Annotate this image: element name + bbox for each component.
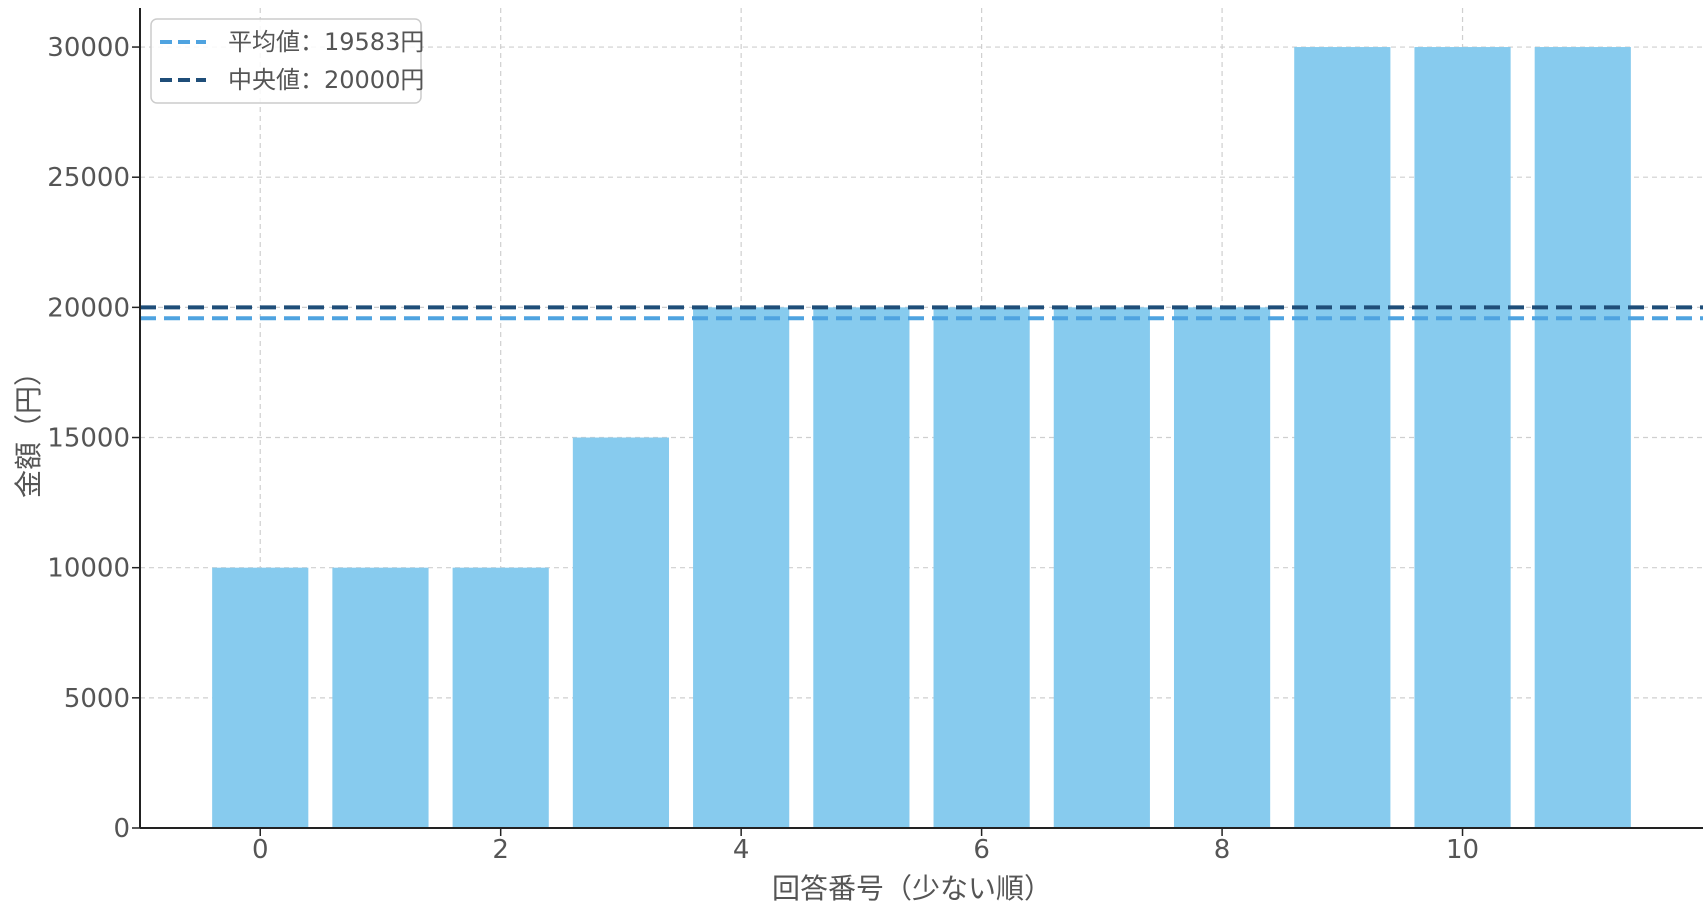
bar bbox=[933, 307, 1030, 828]
x-tick-label: 6 bbox=[973, 835, 990, 865]
x-axis-title: 回答番号（少ない順） bbox=[772, 872, 1052, 905]
x-tick-label: 8 bbox=[1214, 835, 1231, 865]
y-tick-label: 15000 bbox=[47, 424, 130, 454]
y-tick-label: 20000 bbox=[47, 293, 130, 323]
y-tick-label: 30000 bbox=[47, 33, 130, 63]
x-tick-label: 2 bbox=[492, 835, 509, 865]
y-tick-label: 10000 bbox=[47, 554, 130, 584]
bar bbox=[1414, 47, 1511, 829]
legend-label-median: 中央値：20000円 bbox=[228, 66, 424, 94]
bar bbox=[212, 567, 309, 828]
bar bbox=[693, 307, 790, 828]
bar bbox=[572, 437, 670, 828]
bars-layer bbox=[212, 47, 1631, 829]
legend-label-mean: 平均値：19583円 bbox=[228, 28, 424, 56]
axes-layer bbox=[139, 8, 1703, 829]
x-tick-label: 10 bbox=[1446, 835, 1479, 865]
x-tick-label: 4 bbox=[733, 835, 750, 865]
reference-lines-layer bbox=[140, 305, 1703, 321]
bar bbox=[1534, 47, 1631, 829]
ticks-layer: 0 5000 10000 15000 20000 25000 30000 0 2 4 6 8 10 bbox=[47, 33, 1479, 865]
legend: 平均値：19583円 中央値：20000円 bbox=[150, 18, 424, 104]
y-axis-title: 金額（円） bbox=[12, 358, 45, 498]
bar bbox=[1173, 307, 1271, 828]
y-tick-label: 0 bbox=[113, 814, 130, 844]
bar bbox=[452, 567, 549, 828]
x-tick-label: 0 bbox=[252, 835, 269, 865]
bar bbox=[1294, 47, 1391, 829]
bar bbox=[813, 307, 910, 828]
bar bbox=[332, 567, 429, 828]
y-tick-label: 25000 bbox=[47, 163, 130, 193]
legend-box bbox=[150, 18, 422, 104]
y-tick-label: 5000 bbox=[64, 684, 130, 714]
bar bbox=[1053, 307, 1150, 828]
